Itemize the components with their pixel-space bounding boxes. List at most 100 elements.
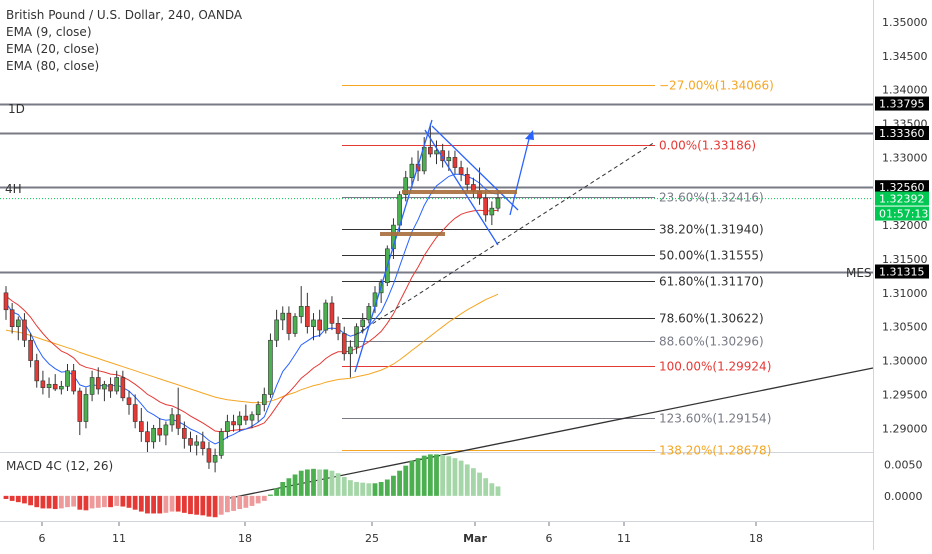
macd-bar xyxy=(40,495,46,509)
time-tick-label: 6 xyxy=(39,532,46,545)
fib-level-label: 138.20%(1.28678) xyxy=(659,444,771,458)
candle-body xyxy=(83,394,89,422)
level-price-tag-label: 1.32560 xyxy=(879,181,925,194)
candle-body xyxy=(286,312,292,334)
indicator-ema-20[interactable]: EMA (20, close) xyxy=(6,42,100,56)
candle-body xyxy=(348,346,353,355)
price-tick-label: 1.30500 xyxy=(882,321,928,334)
candle-body xyxy=(194,441,199,446)
bar-countdown-tag xyxy=(875,206,929,221)
macd-bar xyxy=(452,458,458,496)
projection-arrow-shaft[interactable] xyxy=(509,134,531,216)
candle-body xyxy=(231,421,236,426)
candle-body xyxy=(59,386,64,390)
candle-body xyxy=(458,167,464,175)
candle-body xyxy=(188,438,193,446)
macd-bar xyxy=(471,468,476,496)
macd-bar xyxy=(15,495,21,503)
candle-body xyxy=(157,427,163,436)
time-tick-label: 18 xyxy=(238,532,252,545)
level-price-tag[interactable] xyxy=(875,180,929,195)
macd-bar xyxy=(255,495,261,504)
candle-body xyxy=(114,377,119,392)
candle-body xyxy=(3,292,9,311)
candle-body xyxy=(22,319,27,341)
impulse-trendline[interactable] xyxy=(354,119,433,373)
macd-bar xyxy=(138,495,144,512)
candle-body xyxy=(335,323,341,334)
macd-bar xyxy=(378,482,384,496)
candle-body xyxy=(237,415,242,426)
candle-body xyxy=(489,207,495,216)
macd-bar xyxy=(95,495,101,508)
candle-body xyxy=(483,197,489,216)
flag-upper-line[interactable] xyxy=(431,125,519,211)
macd-indicator-label[interactable]: MACD 4C (12, 26) xyxy=(6,459,114,473)
time-axis[interactable]: 6 11 18 25 Mar 6 11 18 xyxy=(39,522,764,545)
macd-bar xyxy=(372,483,378,496)
macd-bar xyxy=(145,495,150,514)
candle-body xyxy=(329,302,335,324)
level-price-tag[interactable] xyxy=(875,126,929,141)
flag-lower-line[interactable] xyxy=(424,129,499,246)
macd-bar xyxy=(151,495,156,514)
macd-bar xyxy=(323,469,329,496)
macd-bar xyxy=(237,495,243,510)
candle-body xyxy=(77,390,83,422)
price-tick-label: 1.31000 xyxy=(882,287,928,300)
symbol-title[interactable]: British Pound / U.S. Dollar, 240, OANDA xyxy=(6,8,243,22)
level-price-tag[interactable] xyxy=(875,96,929,111)
current-price-tag[interactable] xyxy=(875,191,929,206)
candle-body xyxy=(102,383,107,390)
macd-bar xyxy=(218,495,224,515)
price-tick-label: 1.31500 xyxy=(882,253,928,266)
price-axis[interactable]: 1.350001.345001.340001.335001.330001.325… xyxy=(875,16,929,503)
macd-bar xyxy=(34,495,40,508)
horizontal-levels[interactable] xyxy=(0,103,873,274)
fib-level-label: 38.20%(1.31940) xyxy=(659,223,764,237)
bar-countdown-label: 01:57:13 xyxy=(879,208,928,221)
price-tick-label: 1.33000 xyxy=(882,151,928,164)
time-tick-label: 6 xyxy=(546,532,553,545)
indicator-ema-9[interactable]: EMA (9, close) xyxy=(6,25,92,39)
macd-bar xyxy=(181,495,187,513)
candle-body xyxy=(305,306,310,328)
candle-body xyxy=(360,319,366,328)
macd-bar xyxy=(188,495,193,515)
candle-body xyxy=(274,319,279,341)
candle-body xyxy=(280,312,286,321)
macd-bar xyxy=(22,495,27,504)
candle-body xyxy=(40,380,46,388)
macd-bar xyxy=(329,470,335,496)
fib-level-label: 100.00%(1.29924) xyxy=(659,360,771,374)
macd-bar xyxy=(286,478,292,496)
candle-body xyxy=(311,319,316,328)
macd-bar xyxy=(335,473,341,496)
level-price-tag[interactable] xyxy=(875,264,929,279)
candle-body xyxy=(175,414,181,429)
dashed-trendline[interactable] xyxy=(354,141,656,336)
mes-label: MES xyxy=(846,266,872,280)
candle-body xyxy=(446,157,452,162)
macd-bar xyxy=(102,495,107,508)
macd-bar xyxy=(126,495,132,508)
level-price-tag-label: 1.33795 xyxy=(879,98,925,111)
macd-bar xyxy=(348,480,353,496)
candle-body xyxy=(261,394,267,405)
fib-level-label: 50.00%(1.31555) xyxy=(659,249,764,263)
candle-body xyxy=(52,383,58,390)
fib-level-label: 0.00%(1.33186) xyxy=(659,139,756,153)
indicator-ema-80[interactable]: EMA (80, close) xyxy=(6,59,100,73)
macd-bar xyxy=(83,495,89,511)
candle-body xyxy=(212,455,218,463)
macd-bar xyxy=(46,495,52,509)
fib-level-label: 123.60%(1.29154) xyxy=(659,412,771,426)
candle-body xyxy=(341,333,347,355)
zone-box-upper[interactable] xyxy=(402,190,517,194)
zone-box-lower[interactable] xyxy=(380,232,445,236)
candle-body xyxy=(169,414,175,426)
macd-bar xyxy=(477,472,482,496)
price-tick-label: 1.34000 xyxy=(882,84,928,97)
